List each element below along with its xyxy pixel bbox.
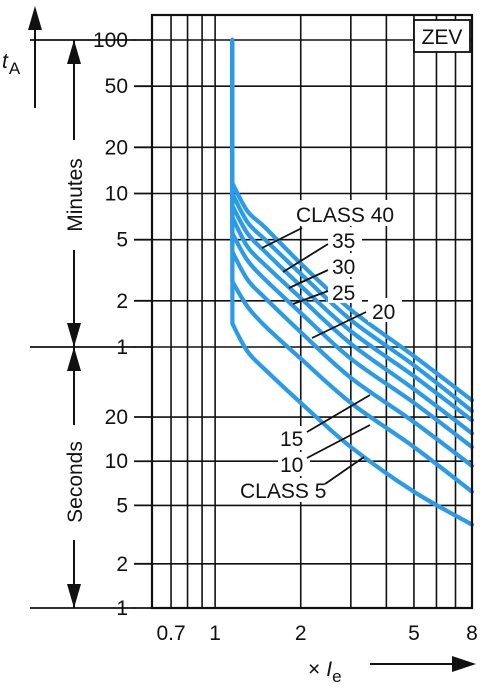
class-40-label: CLASS 40 (296, 204, 394, 227)
y-tick-label-seconds: 20 (105, 406, 128, 429)
class-20-label: 20 (372, 301, 395, 324)
class-10-label: 10 (280, 454, 303, 477)
y-tick-label-minutes: 5 (116, 229, 128, 252)
series-curve-5 (230, 37, 475, 468)
class-30-label: 30 (332, 256, 355, 279)
y-tick-label-minutes: 20 (105, 136, 128, 159)
x-axis-arrowhead-icon (452, 656, 476, 672)
x-tick-label: 0.7 (156, 622, 185, 645)
seconds-range-bracket: Seconds (30, 346, 135, 609)
seconds-label: Seconds (64, 441, 87, 523)
x-tick-label: 1 (209, 622, 221, 645)
device-badge: ZEV (413, 19, 471, 53)
series-curve-2 (230, 37, 475, 423)
x-tick-label: 8 (466, 622, 478, 645)
y-tick-label-seconds: 2 (116, 553, 128, 576)
series-curves (230, 37, 475, 527)
y-axis-label: tA (2, 50, 21, 78)
minutes-label: Minutes (64, 158, 87, 232)
y-tick-label-minutes: 50 (105, 75, 128, 98)
badge-text: ZEV (422, 26, 463, 49)
y-tick-label-minutes: 100 (93, 29, 128, 52)
series-curve-3 (230, 37, 475, 436)
series-curve-4 (230, 37, 475, 450)
series-curve-1 (230, 37, 475, 414)
class-15-label: 15 (280, 428, 303, 451)
class-25-label: 25 (332, 282, 355, 305)
y-tick-label-minutes: 1 (116, 336, 128, 359)
x-tick-label: 5 (408, 622, 420, 645)
class-35-label: 35 (332, 230, 355, 253)
series-curve-6 (230, 37, 475, 494)
y-tick-label-seconds: 1 (116, 597, 128, 620)
y-axis-arrowhead-icon (28, 6, 42, 30)
x-axis-label: × Ie (308, 658, 342, 686)
x-tick-label: 2 (295, 622, 307, 645)
y-tick-label-minutes: 2 (116, 290, 128, 313)
class-labels: CLASS 40 35 30 25 20 15 10 CLASS 5 (238, 200, 406, 503)
y-tick-label-seconds: 5 (116, 494, 128, 517)
y-tick-label-seconds: 10 (105, 450, 128, 473)
series-curve-0 (230, 37, 475, 403)
class-5-label: CLASS 5 (240, 480, 326, 503)
plot-frame (150, 13, 474, 610)
series-curve-7 (230, 37, 475, 527)
y-tick-label-minutes: 10 (105, 183, 128, 206)
minutes-range-bracket: Minutes (30, 39, 135, 347)
